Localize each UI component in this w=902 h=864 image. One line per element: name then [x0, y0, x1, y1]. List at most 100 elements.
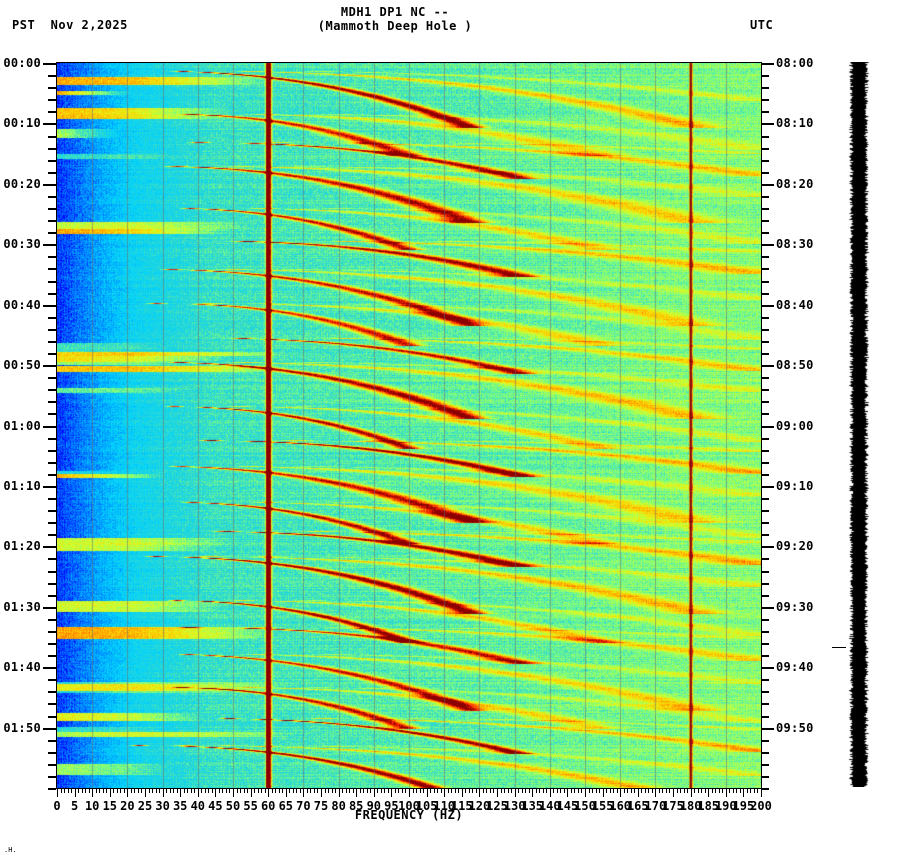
axis-tick-minor	[761, 461, 769, 464]
axis-tick-minor	[761, 159, 769, 162]
axis-tick-minor	[48, 159, 56, 162]
axis-tick-minor	[761, 401, 769, 404]
axis-tick-minor	[48, 220, 56, 223]
axis-tick-major	[127, 788, 129, 797]
time-axis-utc: 08:00 08:10 08:20 08:30 08:40 08:50 09:00 09:10…	[761, 56, 881, 790]
axis-tick-minor	[468, 788, 470, 793]
axis-tick-minor	[48, 268, 56, 271]
axis-tick-minor	[296, 788, 298, 793]
frequency-label: 20	[120, 799, 135, 813]
axis-tick-minor	[384, 788, 386, 793]
axis-tick-minor	[67, 788, 69, 793]
axis-tick-minor	[64, 788, 66, 793]
axis-tick-minor	[377, 788, 379, 793]
frequency-label: 30	[155, 799, 170, 813]
axis-tick-major	[690, 788, 692, 797]
axis-tick-minor	[201, 788, 203, 793]
axis-tick-minor	[761, 389, 769, 392]
frequency-label: 35	[172, 799, 188, 813]
axis-tick-minor	[352, 788, 354, 793]
frequency-label: 190	[714, 799, 737, 813]
axis-tick-minor	[560, 788, 562, 793]
axis-tick-minor	[176, 788, 178, 793]
axis-tick-minor	[60, 788, 62, 793]
frequency-label: 70	[296, 799, 311, 813]
time-axis-pst: 00:00 00:10 00:20 00:30 00:40 00:50 01:00 01:10…	[0, 56, 56, 790]
axis-tick-major	[409, 788, 410, 797]
axis-tick-minor	[48, 739, 56, 742]
axis-tick-major	[43, 425, 56, 428]
axis-tick-minor	[761, 473, 769, 476]
axis-tick-minor	[746, 788, 748, 793]
axis-tick-minor	[331, 788, 333, 793]
axis-tick-minor	[739, 788, 741, 793]
axis-tick-minor	[521, 788, 523, 793]
axis-tick-minor	[651, 788, 653, 793]
pst-time-label: 01:00	[3, 418, 41, 433]
axis-tick-minor	[570, 788, 572, 793]
axis-tick-minor	[48, 679, 56, 682]
axis-tick-minor	[623, 788, 625, 793]
frequency-label: 165	[626, 799, 649, 813]
header-pst-date: PST Nov 2,2025	[12, 18, 128, 32]
axis-tick-minor	[48, 594, 56, 597]
axis-tick-minor	[606, 788, 608, 793]
axis-tick-minor	[761, 751, 769, 754]
axis-tick-minor	[159, 788, 161, 793]
frequency-label: 115	[450, 799, 473, 813]
axis-tick-minor	[750, 788, 752, 793]
axis-tick-minor	[299, 788, 301, 793]
axis-tick-minor	[761, 643, 769, 645]
axis-tick-major	[461, 788, 463, 797]
axis-tick-minor	[732, 788, 734, 793]
axis-tick-minor	[313, 788, 315, 793]
utc-time-label: 08:50	[776, 358, 814, 373]
axis-tick-major	[761, 183, 774, 186]
axis-tick-minor	[761, 522, 769, 525]
axis-tick-minor	[204, 788, 206, 793]
axis-tick-minor	[761, 510, 769, 513]
axis-tick-minor	[475, 788, 477, 793]
axis-tick-major	[233, 788, 234, 797]
axis-tick-minor	[48, 510, 56, 513]
axis-tick-minor	[71, 788, 73, 793]
axis-tick-major	[761, 304, 774, 307]
axis-tick-major	[549, 788, 551, 797]
frequency-label: 180	[679, 799, 702, 813]
axis-tick-minor	[405, 788, 407, 793]
axis-tick-minor	[535, 788, 537, 793]
page-subtitle: (Mammoth Deep Hole )	[317, 19, 473, 33]
axis-tick-minor	[458, 788, 460, 793]
axis-tick-minor	[761, 570, 769, 573]
axis-tick-major	[761, 606, 774, 609]
axis-tick-minor	[48, 389, 56, 392]
axis-tick-minor	[761, 594, 769, 597]
axis-tick-major	[162, 788, 164, 797]
axis-tick-minor	[761, 353, 769, 355]
axis-tick-minor	[401, 788, 403, 793]
axis-tick-minor	[761, 256, 769, 259]
amplitude-trace-tick	[832, 647, 846, 648]
axis-tick-minor	[190, 788, 192, 793]
axis-tick-major	[514, 788, 516, 797]
axis-tick-minor	[48, 655, 56, 658]
axis-tick-minor	[761, 449, 769, 452]
axis-tick-major	[391, 788, 393, 797]
axis-tick-major	[761, 546, 774, 549]
axis-tick-minor	[613, 788, 615, 793]
axis-tick-minor	[761, 437, 769, 440]
axis-tick-major	[602, 788, 604, 797]
axis-tick-minor	[48, 256, 56, 259]
axis-tick-minor	[48, 473, 56, 476]
axis-tick-minor	[130, 788, 132, 793]
axis-tick-minor	[761, 763, 769, 766]
axis-tick-minor	[243, 788, 245, 793]
axis-tick-minor	[761, 220, 769, 223]
axis-tick-major	[43, 123, 56, 126]
axis-tick-minor	[761, 328, 769, 331]
frequency-label: 60	[260, 799, 276, 813]
axis-tick-minor	[292, 788, 294, 793]
axis-tick-minor	[761, 135, 769, 138]
axis-tick-minor	[48, 558, 56, 561]
axis-tick-minor	[102, 788, 104, 793]
